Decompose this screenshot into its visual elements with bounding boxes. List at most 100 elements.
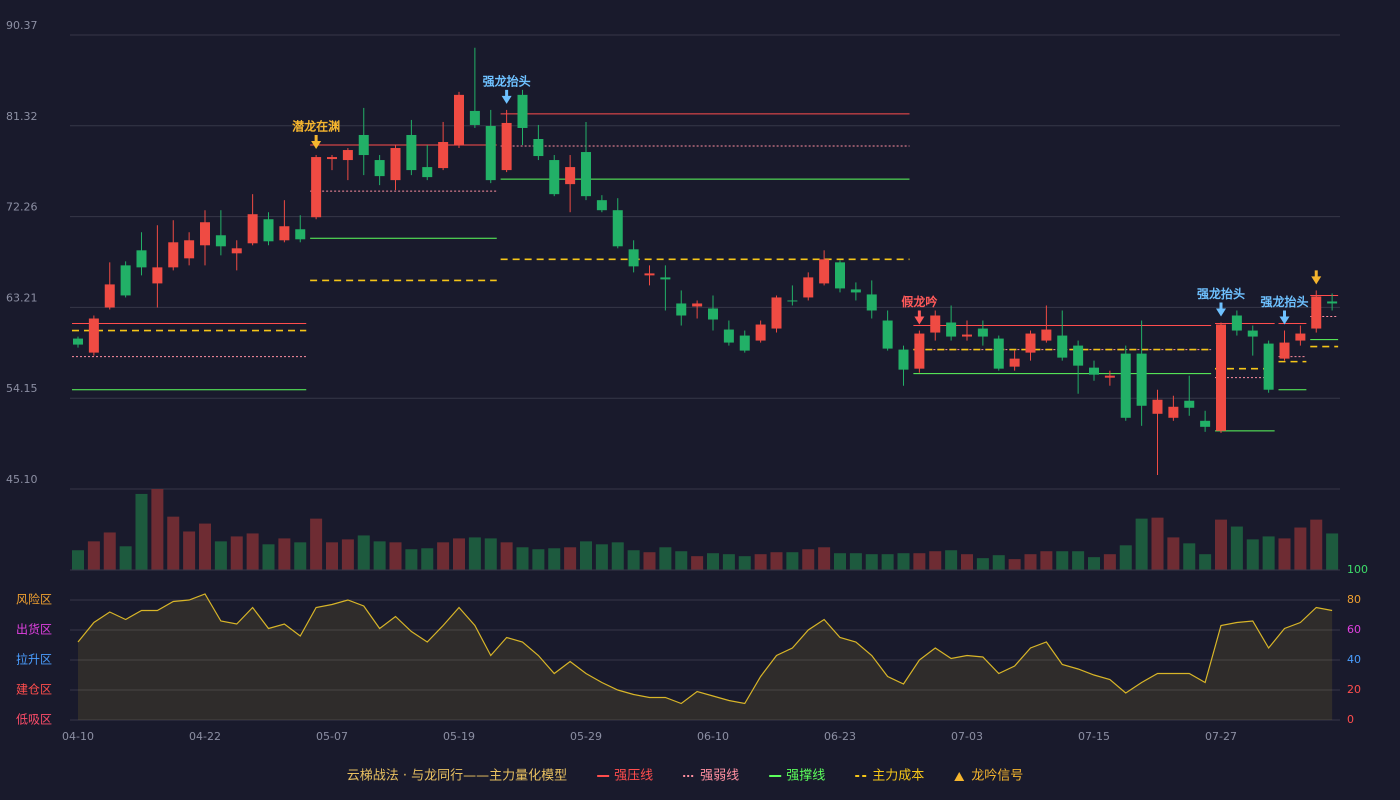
osc-tick-label: 100 (1347, 563, 1368, 576)
zone-label: 风险区 (16, 592, 52, 607)
candle-body (1311, 296, 1322, 329)
candle-body (120, 265, 131, 296)
x-tick-label: 06-23 (824, 730, 856, 743)
signal-arrow (1216, 302, 1226, 317)
volume-bar (627, 550, 640, 570)
candle-body (104, 284, 115, 308)
candle-body (660, 277, 671, 280)
volume-bar (389, 542, 402, 570)
candle-body (581, 152, 591, 197)
y-tick-label: 72.26 (6, 201, 38, 214)
candle-body (930, 315, 941, 333)
legend-label: 龙吟信号 (971, 768, 1023, 784)
candle-body (1073, 345, 1084, 366)
volume-bar (659, 547, 672, 570)
osc-tick-label: 60 (1347, 623, 1361, 636)
volume-bar (246, 533, 259, 570)
candle-body (882, 320, 893, 349)
signal-label: 潜龙在渊 (292, 119, 340, 134)
osc-tick-label: 40 (1347, 653, 1361, 666)
volume-bar (87, 541, 100, 570)
volume-bar (913, 553, 926, 570)
candle-body (835, 262, 845, 289)
signal-label: 强龙抬头 (1197, 286, 1245, 301)
y-tick-label: 54.15 (6, 382, 38, 395)
volume-bar (754, 554, 767, 570)
candle-body (565, 167, 576, 185)
volume-bar (532, 549, 545, 570)
legend-item: 强弱线 (683, 769, 739, 784)
volume-bar (1183, 543, 1196, 570)
volume-bar (1008, 559, 1021, 570)
zone-label: 建仓区 (16, 683, 52, 697)
osc-tick-label: 20 (1347, 683, 1361, 696)
candle-body (168, 242, 179, 268)
candle-body (1168, 406, 1179, 418)
candle-body (755, 324, 766, 341)
volume-bar (453, 538, 465, 570)
legend-label: 主力成本 (872, 769, 924, 784)
x-tick-label: 07-15 (1078, 730, 1110, 743)
volume-bar (595, 544, 608, 570)
candle-body (1025, 333, 1036, 353)
candle-body (1231, 315, 1242, 331)
candle-body (327, 157, 337, 160)
volume-bar (722, 554, 735, 570)
candle-body (374, 160, 385, 177)
volume-bar (373, 541, 386, 570)
volume-bar (119, 546, 132, 570)
osc-area (78, 594, 1333, 720)
signal-label: 强龙抬头 (483, 73, 531, 88)
volume-bar (405, 549, 418, 570)
volume-bar (500, 542, 513, 570)
volume-bar (1135, 518, 1148, 570)
candle-body (358, 134, 369, 156)
candle-body (295, 229, 306, 240)
volume-bar (818, 547, 831, 570)
volume-bar (961, 554, 973, 570)
volume-bar (484, 538, 497, 570)
candle-body (1152, 399, 1163, 414)
x-tick-label: 05-07 (316, 730, 348, 743)
candle-body (787, 300, 798, 302)
y-tick-label: 63.21 (6, 291, 38, 304)
volume-bar (865, 554, 878, 570)
volume-bar (421, 548, 434, 570)
volume-bar (675, 551, 688, 570)
y-tick-label: 45.10 (6, 473, 38, 486)
volume-bar (1326, 533, 1339, 570)
volume-bar (1262, 536, 1275, 570)
candle-body (1263, 343, 1274, 390)
volume-bar (167, 516, 180, 570)
candle-body (390, 148, 401, 181)
x-tick-label: 07-27 (1205, 730, 1237, 743)
volume-bar (580, 541, 592, 570)
volume-bar (834, 553, 846, 570)
legend-label: 强撑线 (786, 769, 825, 784)
candle-body (231, 248, 242, 254)
volume-bar (1230, 526, 1243, 570)
volume-bar (1056, 551, 1069, 570)
zone-label: 拉升区 (16, 652, 52, 667)
volume-bar (881, 554, 894, 570)
volume-bar (135, 493, 148, 570)
candle-body (708, 308, 718, 320)
volume-bar (1215, 519, 1227, 570)
legend-title: 云梯战法 · 与龙同行——主力量化模型 (347, 769, 567, 784)
volume-bar (564, 547, 577, 570)
candle-body (533, 138, 544, 157)
candle-body (485, 125, 496, 181)
candle-body (1089, 367, 1099, 375)
volume-bar (341, 539, 354, 570)
candle-body (438, 142, 449, 169)
legend-item: 强压线 (597, 769, 653, 784)
volume-bar (1024, 554, 1037, 570)
candle-body (73, 338, 83, 345)
volume-bar (992, 555, 1005, 570)
legend-item: 强撑线 (769, 769, 825, 784)
legend-label: 强压线 (614, 769, 653, 784)
volume-bar (929, 551, 942, 570)
y-tick-label: 90.37 (6, 19, 38, 32)
x-tick-label: 05-19 (443, 730, 475, 743)
legend-label: 强弱线 (700, 769, 739, 784)
